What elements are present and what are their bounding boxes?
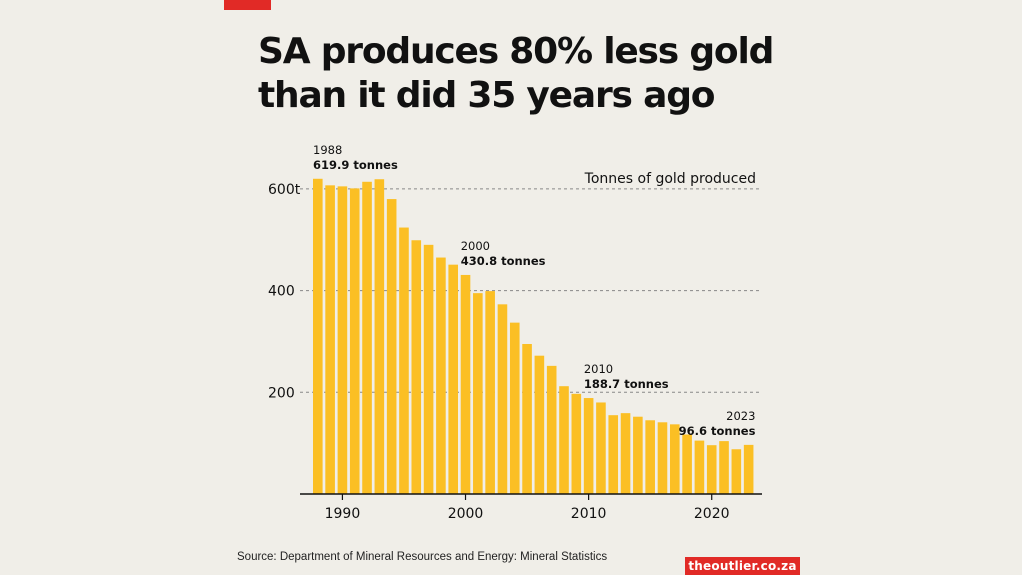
annotation-value: 430.8 tonnes [461,254,546,268]
bar [719,441,729,494]
bar [374,179,385,494]
bar [608,415,619,494]
headline: SA produces 80% less gold than it did 35… [258,30,818,118]
bar [743,444,754,494]
x-tick-label: 2010 [571,506,607,522]
bar [583,398,594,494]
bar [349,188,360,495]
bar [620,413,631,494]
annotation-year: 1988 [313,143,342,157]
bar [325,185,335,494]
bar [669,424,680,494]
bar [682,434,692,494]
bar [645,420,655,494]
x-tick-label: 1990 [325,506,361,522]
annotation-value: 619.9 tonnes [313,158,398,172]
bar [362,181,372,494]
bar [571,393,582,494]
bar [509,322,520,494]
bar [460,274,471,494]
bar [386,199,397,494]
bar [534,355,545,494]
bar [337,186,348,495]
x-tick-label: 2000 [448,506,484,522]
annotation-year: 2000 [461,239,490,253]
bar [448,264,459,494]
bar [423,244,434,494]
source-note: Source: Department of Mineral Resources … [237,551,608,563]
x-tick-label: 2020 [694,506,730,522]
bar [473,293,483,494]
bar [657,422,668,494]
bar [485,291,495,494]
bar [633,416,643,494]
bar [313,178,323,494]
annotation-year: 2023 [726,409,755,423]
y-tick-label: 200 [268,385,295,401]
annotation-value: 96.6 tonnes [679,424,756,438]
bar [731,449,742,494]
label-layer: 200 400 600t Tonnes of gold produced 1990 200… [268,143,756,522]
annotation-value: 188.7 tonnes [584,377,669,391]
headline-line-1: SA produces 80% less gold [258,31,774,72]
bar [436,257,446,494]
axis-layer [300,493,762,500]
bar [522,343,532,494]
headline-line-2: than it did 35 years ago [258,75,716,116]
bar [559,386,569,494]
brand-badge[interactable]: theoutlier.co.za [685,557,800,575]
bar [546,365,557,494]
bar [706,445,717,494]
y-tick-label: 400 [268,284,295,300]
chart-title: Tonnes of gold produced [584,171,756,187]
bar [411,240,422,494]
y-tick-label: 600t [268,182,301,198]
bar-layer [313,178,754,495]
bar [596,402,606,494]
top-accent-bar [224,0,271,10]
bar [694,440,705,494]
annotation-year: 2010 [584,362,613,376]
bar [497,304,508,494]
bar [399,227,409,494]
